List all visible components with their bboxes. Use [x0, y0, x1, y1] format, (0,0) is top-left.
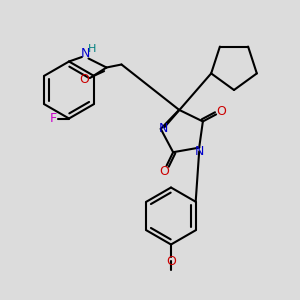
Text: O: O	[217, 105, 226, 118]
Text: N: N	[159, 122, 168, 135]
Text: H: H	[88, 44, 96, 54]
Text: N: N	[194, 145, 204, 158]
Text: O: O	[79, 73, 89, 86]
Text: O: O	[159, 165, 169, 178]
Text: O: O	[166, 255, 176, 268]
Text: F: F	[50, 112, 57, 125]
Text: N: N	[81, 47, 90, 60]
